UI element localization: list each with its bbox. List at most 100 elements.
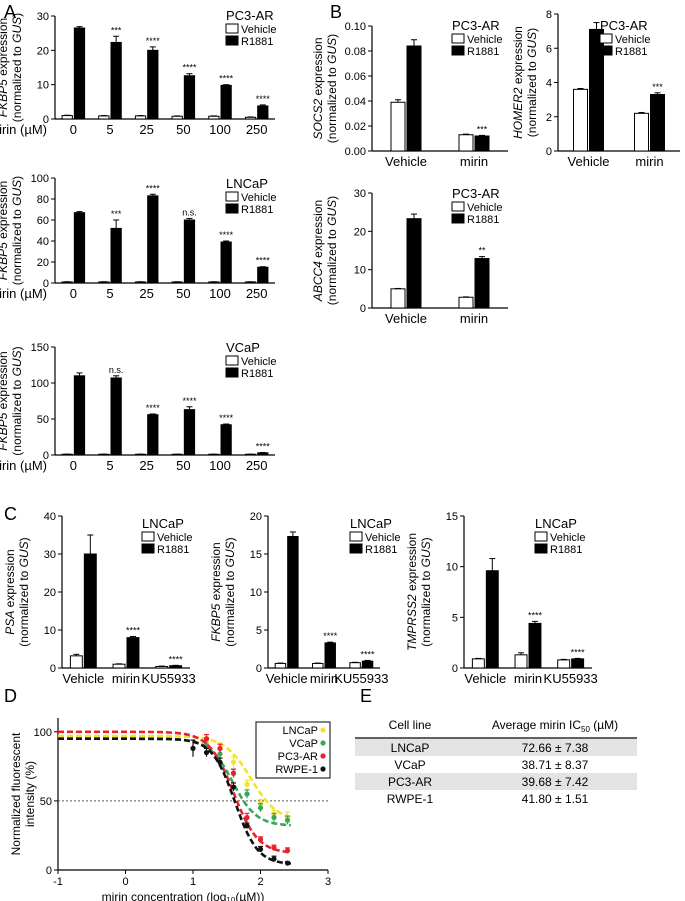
- x-tick-label: Vehicle: [464, 671, 506, 686]
- bar-vehicle: [312, 662, 324, 669]
- y-tick-label: 0: [46, 865, 52, 877]
- y-axis-label-norm-post: ): [223, 537, 237, 541]
- y-axis-label-gene: ABCC4: [311, 261, 325, 302]
- chart-b3-abcc4: 0 10 20 30 ABCC4 expression (normalized to GU…: [311, 186, 508, 326]
- y-tick-label: 0: [43, 114, 49, 126]
- x-tick-label: Vehicle: [568, 154, 610, 169]
- y-axis-label-norm-pre: (normalized to: [525, 58, 539, 137]
- bar-r1881: [183, 219, 196, 284]
- y-axis-label-gene: FKBP5: [0, 412, 10, 450]
- x-tick-label: 5: [106, 286, 113, 301]
- legend-swatch-vehicle: [451, 33, 465, 44]
- legend-label-vehicle: Vehicle: [157, 532, 192, 544]
- bar-r1881: [110, 377, 122, 456]
- significance-label: ***: [111, 25, 122, 35]
- x-tick-label: 50: [176, 286, 190, 301]
- fit-curve-pc3-ar: [58, 730, 292, 854]
- y-tick-label: 8: [546, 9, 552, 21]
- y-tick-label: 0: [43, 278, 49, 290]
- legend-swatch-r1881: [534, 543, 548, 554]
- legend-label-vehicle: Vehicle: [241, 356, 276, 368]
- legend-label-r1881: R1881: [241, 36, 273, 48]
- bar-vehicle: [274, 662, 287, 669]
- bar-vehicle: [458, 134, 474, 152]
- y-axis-label-norm-pre: (normalized to: [223, 567, 237, 646]
- table-cell-ic50: 41.80 ± 1.51: [522, 792, 589, 806]
- data-point-rwpe-1: [190, 745, 196, 752]
- data-point-pc3-ar: [217, 745, 223, 752]
- y-axis-label: FKBP5 expression: [0, 181, 10, 280]
- legend-label-r1881: R1881: [157, 544, 189, 556]
- chart-c3-tmprss2: 0 5 10 15 TMPRSS2 expression(normalized to G…: [405, 511, 598, 686]
- chart-a1-pc3ar-fkbp5: 0 10 20 30 FKBP5 expression (normalized to GU…: [0, 8, 276, 137]
- cell-line-label: PC3-AR: [226, 8, 274, 23]
- legend-marker-rwpe-1: [320, 766, 326, 772]
- x-tick-label: 5: [106, 122, 113, 137]
- legend-label-vehicle: Vehicle: [241, 24, 276, 36]
- y-tick-label: 30: [44, 549, 56, 561]
- table-row-bg: [355, 739, 637, 756]
- y-axis-label: FKBP5 expression: [209, 542, 223, 641]
- x-axis-label: mirin concentration (log₁₀(µM)): [102, 890, 265, 901]
- y-tick-label: 50: [40, 796, 52, 808]
- bar-vehicle: [208, 115, 220, 120]
- y-axis-label-norm-gene: GUS: [325, 200, 339, 226]
- table-header-cell-line: Cell line: [389, 718, 432, 732]
- data-point-rwpe-1: [257, 846, 264, 852]
- x-tick-label: 0: [70, 122, 77, 137]
- y-axis-label-suffix: expression: [405, 533, 419, 594]
- bar-r1881: [406, 45, 422, 152]
- legend-label-r1881: R1881: [241, 204, 273, 216]
- bar-vehicle: [557, 659, 571, 669]
- y-tick-label: 20: [250, 511, 262, 523]
- table-header-ic50-sub: 50: [581, 725, 590, 734]
- x-tick-label: 250: [246, 122, 268, 137]
- ic50-table: Cell line Average mirin IC50 (µM) LNCaP …: [355, 718, 637, 806]
- legend-swatch-vehicle: [599, 33, 613, 44]
- data-point-vcap: [284, 817, 291, 823]
- cell-line-label: PC3-AR: [452, 18, 500, 33]
- y-tick-label: 6: [546, 43, 552, 55]
- y-axis-label-suffix: expression: [0, 351, 10, 412]
- bar-r1881: [257, 266, 269, 284]
- bar-r1881: [571, 658, 585, 669]
- bar-r1881: [220, 84, 232, 120]
- y-tick-label: 40: [44, 511, 56, 523]
- y-tick-label: 10: [44, 625, 56, 637]
- x-tick-label: 25: [139, 458, 153, 473]
- y-axis-label-norm-post: ): [325, 196, 339, 200]
- significance-label: ****: [219, 230, 234, 240]
- data-point-rwpe-1: [230, 784, 237, 790]
- y-tick-label: 4: [546, 78, 552, 90]
- bar-vehicle: [471, 658, 485, 669]
- bar-vehicle: [390, 288, 406, 309]
- table-cell-ic50: 38.71 ± 8.37: [522, 758, 589, 772]
- x-tick-label: mirin: [514, 671, 542, 686]
- data-point-vcap: [257, 805, 264, 811]
- fit-curve-lncap: [58, 734, 292, 819]
- bar-r1881: [485, 570, 499, 669]
- legend-label-r1881: R1881: [550, 544, 582, 556]
- y-axis-label-norm-pre: (normalized to: [10, 376, 24, 455]
- bar-vehicle: [573, 88, 588, 152]
- significance-label: ****: [146, 183, 161, 193]
- bar-r1881: [147, 195, 159, 284]
- cell-line-label: LNCaP: [350, 516, 392, 531]
- significance-label: ****: [219, 74, 234, 84]
- bar-vehicle: [634, 112, 649, 152]
- table-cell-ic50: 72.66 ± 7.38: [522, 741, 589, 755]
- cell-line-label: LNCaP: [535, 516, 577, 531]
- data-point-pc3-ar: [244, 814, 250, 821]
- legend-label-vehicle: Vehicle: [365, 532, 400, 544]
- y-tick-label: 15: [446, 511, 458, 523]
- x-axis-label: mirin (µM): [0, 122, 47, 137]
- y-tick-label: 10: [354, 265, 366, 277]
- panel-letter-c: C: [4, 504, 17, 524]
- data-point-pc3-ar: [271, 845, 277, 851]
- legend-marker-pc3-ar: [320, 753, 326, 759]
- y-axis-label-suffix: expression: [3, 549, 17, 610]
- x-tick-label: 5: [106, 458, 113, 473]
- y-axis-label-gene: SOCS2: [311, 99, 325, 140]
